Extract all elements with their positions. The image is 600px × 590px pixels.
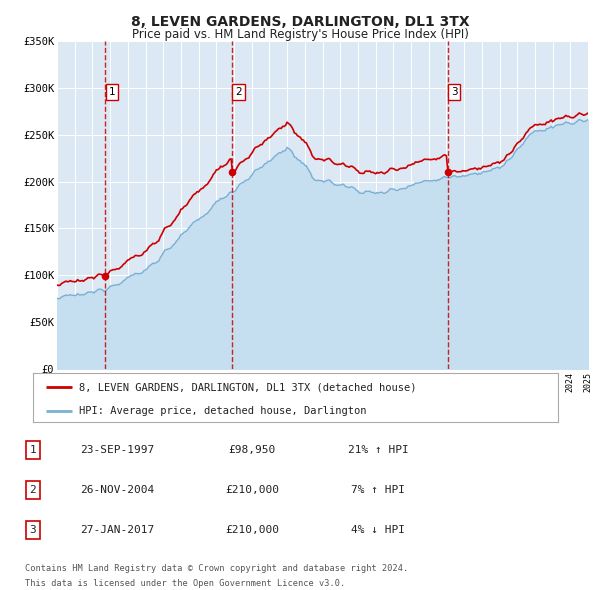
Text: 21% ↑ HPI: 21% ↑ HPI bbox=[347, 445, 409, 455]
Text: 27-JAN-2017: 27-JAN-2017 bbox=[80, 525, 154, 535]
Text: 4% ↓ HPI: 4% ↓ HPI bbox=[351, 525, 405, 535]
Text: HPI: Average price, detached house, Darlington: HPI: Average price, detached house, Darl… bbox=[79, 406, 367, 416]
Text: £210,000: £210,000 bbox=[225, 485, 279, 495]
Text: 26-NOV-2004: 26-NOV-2004 bbox=[80, 485, 154, 495]
Text: 1: 1 bbox=[109, 87, 115, 97]
Text: 3: 3 bbox=[451, 87, 457, 97]
Text: 1: 1 bbox=[29, 445, 37, 455]
Text: 3: 3 bbox=[29, 525, 37, 535]
Text: 7% ↑ HPI: 7% ↑ HPI bbox=[351, 485, 405, 495]
Text: 8, LEVEN GARDENS, DARLINGTON, DL1 3TX: 8, LEVEN GARDENS, DARLINGTON, DL1 3TX bbox=[131, 15, 469, 30]
Text: £98,950: £98,950 bbox=[229, 445, 275, 455]
Text: 8, LEVEN GARDENS, DARLINGTON, DL1 3TX (detached house): 8, LEVEN GARDENS, DARLINGTON, DL1 3TX (d… bbox=[79, 382, 416, 392]
Text: 2: 2 bbox=[235, 87, 242, 97]
Text: 23-SEP-1997: 23-SEP-1997 bbox=[80, 445, 154, 455]
Text: Contains HM Land Registry data © Crown copyright and database right 2024.: Contains HM Land Registry data © Crown c… bbox=[25, 564, 409, 573]
Text: £210,000: £210,000 bbox=[225, 525, 279, 535]
Text: 2: 2 bbox=[29, 485, 37, 495]
Text: This data is licensed under the Open Government Licence v3.0.: This data is licensed under the Open Gov… bbox=[25, 579, 346, 588]
Text: Price paid vs. HM Land Registry's House Price Index (HPI): Price paid vs. HM Land Registry's House … bbox=[131, 28, 469, 41]
